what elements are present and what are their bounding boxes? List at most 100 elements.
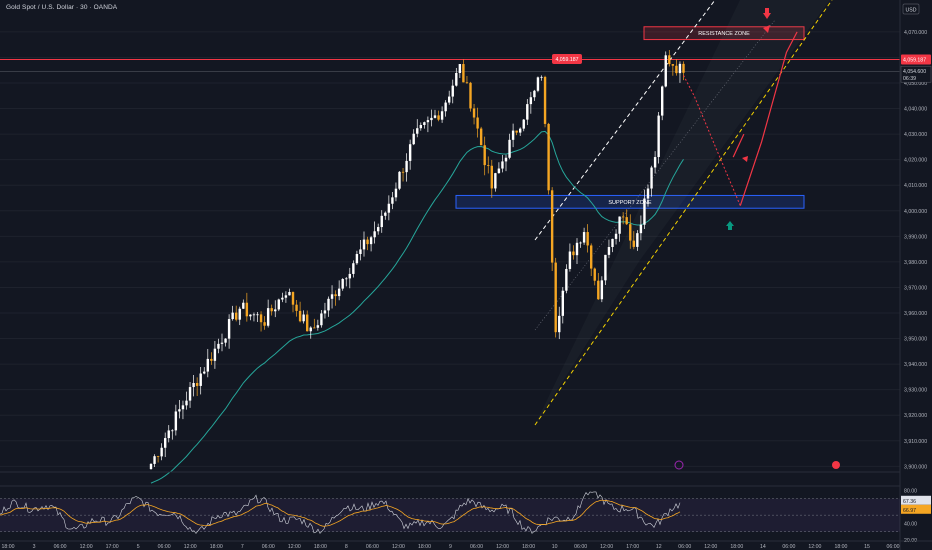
price-tick-label: 4,020.000 — [904, 158, 927, 164]
candle-body — [217, 343, 220, 349]
candle-body — [661, 86, 664, 116]
time-tick-label: 12:00 — [392, 544, 405, 550]
price-tick-label: 3,900.000 — [904, 464, 927, 470]
candle-body — [550, 190, 554, 263]
candle-body — [238, 308, 241, 320]
candle-body — [249, 314, 252, 317]
time-tick-label: 06:00 — [678, 544, 691, 550]
candle-body — [522, 119, 525, 129]
time-tick-label: 15 — [864, 544, 870, 550]
candle-body — [575, 242, 579, 256]
candle-body — [164, 438, 167, 448]
candle-body — [593, 268, 596, 281]
time-axis[interactable]: 18:00 3 06:00 12:00 17:00 5 06:00 12:00 18:00 7 06… — [0, 540, 932, 550]
channel-upper-line — [534, 0, 716, 241]
candle-body — [558, 315, 561, 333]
time-tick-label: 06:00 — [470, 544, 483, 550]
candle-body — [281, 297, 284, 300]
candle-body — [469, 82, 472, 109]
candle-body — [483, 145, 486, 166]
price-tick-label: 3,940.000 — [904, 362, 927, 368]
resistance-tag-bg — [552, 54, 582, 64]
candle-body — [597, 280, 600, 300]
time-tick-label: 12:00 — [80, 544, 93, 550]
resistance-tag: 4,059.187 — [555, 57, 578, 63]
candle-body — [643, 198, 646, 225]
candle-body — [614, 233, 618, 239]
candle-body — [533, 90, 536, 98]
current-price-bg — [900, 65, 932, 83]
candle-body — [497, 168, 501, 174]
candle-body — [320, 313, 323, 326]
time-tick-label: 06:00 — [54, 544, 67, 550]
time-tick-label: 18:00 — [2, 544, 15, 550]
candle-body — [242, 302, 245, 309]
candle-body — [288, 292, 291, 296]
rsi-tick-label: 40.00 — [904, 521, 917, 527]
price-tick-label: 4,050.000 — [904, 81, 927, 87]
candle-body — [313, 327, 316, 329]
candle-body — [405, 160, 408, 173]
down-arrow-stem — [765, 8, 769, 13]
candle-body — [664, 55, 667, 87]
flag-icon — [832, 461, 840, 469]
rsi-value-bg — [901, 495, 931, 505]
countdown-label: 06:39 — [903, 76, 916, 82]
candle-body — [252, 314, 256, 316]
candle-body — [171, 430, 174, 432]
candle-body — [277, 299, 280, 310]
candle-body — [295, 304, 298, 311]
price-axis[interactable]: USD4,070.0004,060.0004,050.0004,040.0004… — [899, 0, 932, 550]
candles-layer — [149, 49, 685, 470]
candle-body — [479, 128, 483, 146]
candle-body — [362, 239, 366, 250]
candle-body — [401, 171, 405, 173]
price-tick-label: 3,910.000 — [904, 439, 927, 445]
time-tick-label: 8 — [345, 544, 348, 550]
candle-body — [455, 72, 458, 86]
grid-lines — [0, 31, 900, 467]
candle-body — [639, 224, 643, 234]
candle-body — [167, 430, 170, 439]
candle-body — [263, 322, 266, 326]
candle-body — [508, 139, 511, 158]
time-tick-label: 06:00 — [158, 544, 171, 550]
candle-body — [458, 64, 462, 73]
candle-body — [188, 387, 192, 401]
candle-body — [444, 102, 447, 112]
candle-body — [582, 232, 586, 243]
candle-body — [675, 65, 678, 74]
candle-body — [316, 325, 320, 328]
rsi-value: 67.36 — [903, 499, 916, 505]
candle-body — [284, 295, 288, 298]
candle-body — [235, 312, 238, 320]
candle-body — [206, 358, 209, 372]
channel-layer — [534, 0, 833, 426]
candle-body — [565, 268, 568, 291]
candle-body — [494, 173, 497, 189]
candle-body — [298, 310, 302, 322]
candle-body — [519, 128, 522, 133]
candle-body — [178, 409, 181, 412]
candle-body — [210, 358, 213, 361]
candle-body — [448, 96, 451, 103]
candle-body — [682, 63, 685, 73]
candle-body — [352, 263, 355, 274]
price-tick-label: 4,070.000 — [904, 30, 927, 36]
candle-body — [515, 130, 518, 133]
candle-body — [391, 197, 394, 204]
candle-body — [266, 308, 270, 326]
candle-body — [323, 310, 327, 314]
zones-layer: RESISTANCE ZONE SUPPORT ZONE — [0, 26, 900, 209]
time-tick-label: 10 — [552, 544, 558, 550]
down-arrow-icon — [763, 13, 771, 19]
price-tick-label: 4,040.000 — [904, 107, 927, 113]
ema-layer — [150, 130, 684, 484]
candle-body — [334, 294, 337, 297]
resistance-zone-label: RESISTANCE ZONE — [698, 31, 750, 37]
up-arrow-icon — [726, 221, 734, 226]
projection-arrowhead — [763, 25, 770, 33]
